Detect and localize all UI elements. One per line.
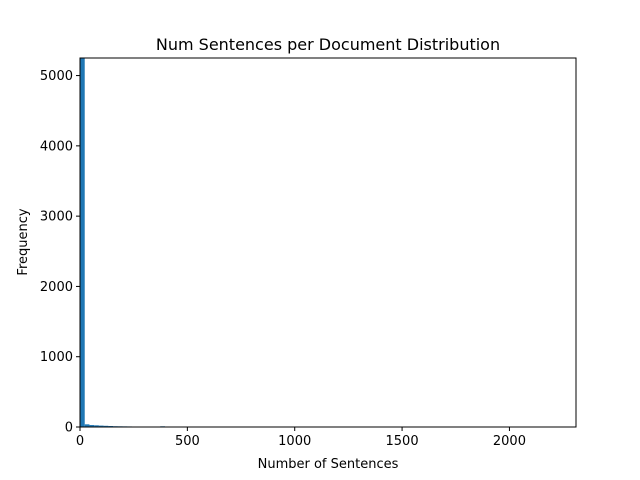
x-tick-label-0: 0 (76, 434, 84, 449)
histogram-bar-1 (84, 424, 90, 427)
histogram-bar-2 (89, 425, 95, 427)
chart-title: Num Sentences per Document Distribution (156, 35, 500, 54)
y-tick-label-4: 4000 (40, 139, 73, 154)
histogram-bar-0 (80, 58, 85, 427)
x-tick-label-2: 1000 (278, 434, 311, 449)
histogram-bar-5 (103, 425, 109, 427)
y-tick-label-5: 5000 (40, 69, 73, 84)
y-tick-label-1: 1000 (40, 350, 73, 365)
x-tick-label-1: 500 (175, 434, 200, 449)
y-tick-label-2: 2000 (40, 280, 73, 295)
histogram-bar-3 (94, 425, 99, 427)
plot-frame (79, 57, 577, 428)
x-axis-label: Number of Sentences (258, 457, 399, 472)
y-tick-label-3: 3000 (40, 210, 73, 225)
x-tick-label-4: 2000 (493, 434, 526, 449)
x-tick-label-3: 1500 (386, 434, 419, 449)
y-tick-label-0: 0 (65, 421, 73, 436)
histogram-bar-4 (98, 425, 104, 427)
plot-area: 0 500 1000 1500 2000 0 1000 2000 3000 4000 5000 (40, 57, 577, 449)
y-axis-label: Frequency (16, 208, 31, 275)
